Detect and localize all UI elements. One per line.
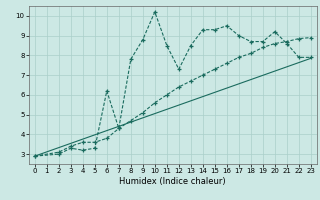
X-axis label: Humidex (Indice chaleur): Humidex (Indice chaleur) xyxy=(119,177,226,186)
